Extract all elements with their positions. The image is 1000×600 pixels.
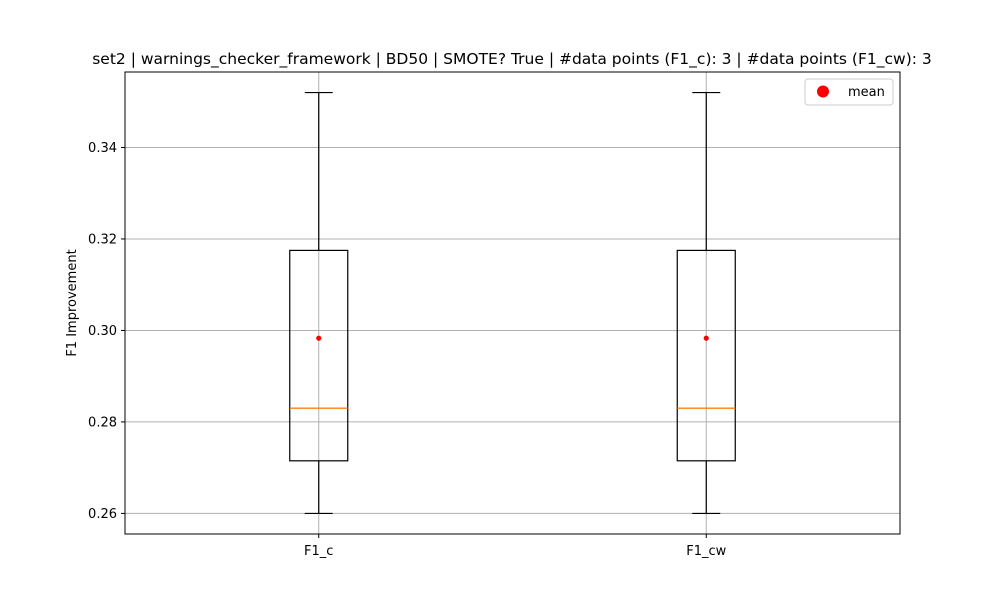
y-axis-label: F1 Improvement xyxy=(65,249,80,356)
chart-title: set2 | warnings_checker_framework | BD50… xyxy=(92,50,932,69)
x-axis-ticks: F1_c F1_cw xyxy=(304,534,727,559)
y-axis-ticks: 0.26 0.28 0.30 0.32 0.34 xyxy=(88,141,125,522)
mean-marker xyxy=(703,335,709,341)
legend-mean-marker xyxy=(817,85,829,98)
legend-frame xyxy=(804,78,894,106)
y-tick-label: 0.26 xyxy=(88,507,117,522)
legend-mean-label: mean xyxy=(848,85,885,100)
legend: mean xyxy=(804,78,894,106)
y-tick-label: 0.28 xyxy=(88,415,117,430)
x-tick-label: F1_cw xyxy=(686,544,726,559)
y-tick-label: 0.32 xyxy=(88,232,117,247)
box-F1_c xyxy=(289,91,349,515)
box-F1_cw xyxy=(676,91,736,515)
iqr-box xyxy=(289,249,349,462)
plot-area-frame xyxy=(124,71,901,535)
y-tick-label: 0.30 xyxy=(88,324,117,339)
iqr-box xyxy=(676,249,736,462)
y-tick-label: 0.34 xyxy=(88,141,117,156)
x-tick-label: F1_c xyxy=(304,544,333,559)
boxes xyxy=(289,91,736,515)
mean-marker xyxy=(316,335,322,341)
grid-lines xyxy=(125,72,900,534)
